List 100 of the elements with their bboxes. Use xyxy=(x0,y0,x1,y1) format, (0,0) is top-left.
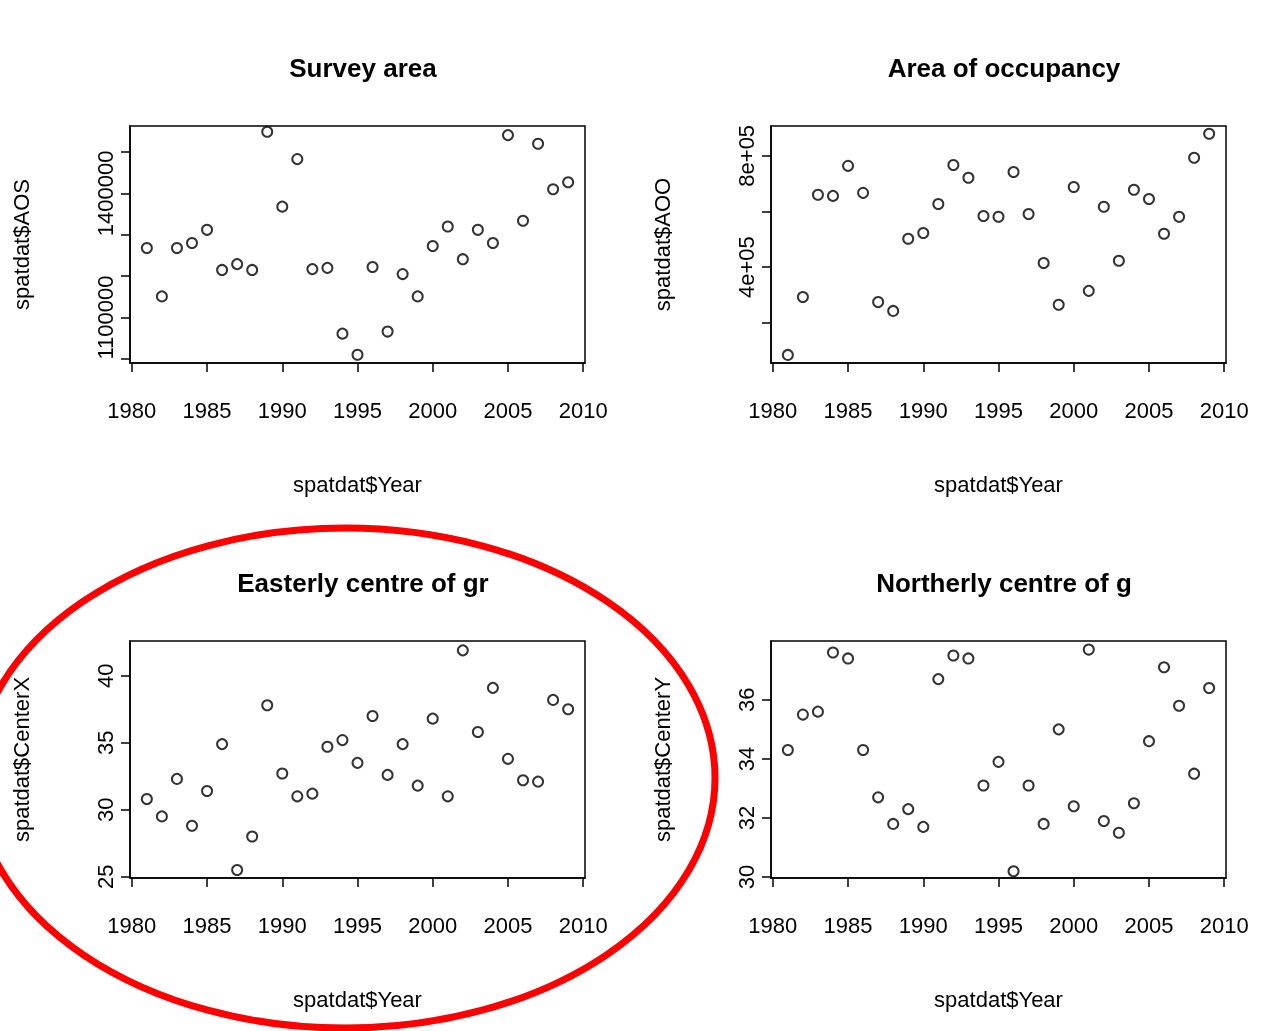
point xyxy=(1022,779,1035,792)
point xyxy=(857,186,870,199)
point xyxy=(902,803,915,816)
x-tick-label: 2000 xyxy=(1049,912,1099,938)
point xyxy=(351,756,364,769)
point xyxy=(887,817,900,830)
point xyxy=(336,734,349,747)
point xyxy=(396,268,409,281)
point xyxy=(1082,284,1095,297)
point xyxy=(992,210,1005,223)
x-tick-label: 1995 xyxy=(974,912,1023,938)
point xyxy=(351,348,364,361)
point xyxy=(1082,643,1095,656)
point xyxy=(902,232,915,245)
point xyxy=(1203,681,1216,694)
x-tick-label: 2010 xyxy=(1199,912,1249,938)
point xyxy=(456,644,469,657)
point xyxy=(547,183,560,196)
point xyxy=(456,253,469,266)
x-tick-label: 2005 xyxy=(1124,912,1174,938)
point xyxy=(276,200,289,213)
x-tick-label: 1985 xyxy=(182,912,232,938)
x-tick-label: 2000 xyxy=(1049,397,1099,423)
point xyxy=(426,239,439,252)
point xyxy=(201,223,214,236)
point xyxy=(932,197,945,210)
point xyxy=(186,819,198,832)
point xyxy=(231,258,244,271)
point xyxy=(1173,699,1186,712)
point xyxy=(1097,200,1110,213)
point xyxy=(532,775,545,788)
point xyxy=(186,237,198,250)
x-tick-label: 1980 xyxy=(748,912,798,938)
point xyxy=(1097,814,1110,827)
point xyxy=(872,296,885,309)
point xyxy=(501,752,514,765)
point xyxy=(1188,151,1201,164)
point xyxy=(291,790,304,803)
y-tick-label: 34 xyxy=(733,746,759,772)
x-tick-label: 2005 xyxy=(483,397,533,423)
point xyxy=(291,153,304,166)
point xyxy=(140,242,153,255)
point xyxy=(1052,723,1065,736)
x-tick-label: 1980 xyxy=(748,397,798,423)
point xyxy=(1142,192,1155,205)
point xyxy=(396,738,409,751)
point xyxy=(532,137,545,150)
y-tick-label: 8e+05 xyxy=(733,124,759,187)
point xyxy=(932,673,945,686)
x-tick-label: 1990 xyxy=(898,912,948,938)
point xyxy=(1142,735,1155,748)
x-axis-title: spatdat$Year xyxy=(934,471,1063,497)
y-tick-label: 32 xyxy=(733,805,759,831)
point xyxy=(872,791,885,804)
x-tick-label: 2000 xyxy=(408,912,458,938)
point xyxy=(366,709,379,722)
x-tick-label: 1980 xyxy=(107,912,157,938)
point xyxy=(1112,254,1125,267)
x-tick-label: 1995 xyxy=(333,397,382,423)
x-tick-label: 1990 xyxy=(898,397,948,423)
point xyxy=(471,726,484,739)
point xyxy=(441,790,454,803)
point xyxy=(411,779,424,792)
y-tick-label: 1400000 xyxy=(92,150,118,237)
point xyxy=(1127,797,1140,810)
point xyxy=(486,237,499,250)
point xyxy=(1022,208,1035,220)
point xyxy=(781,348,794,361)
y-axis-title: spatdat$AOS xyxy=(8,179,34,310)
point xyxy=(411,290,424,303)
x-axis-title: spatdat$Year xyxy=(934,986,1063,1012)
point xyxy=(1007,165,1020,178)
point xyxy=(827,646,839,659)
point xyxy=(811,705,824,718)
point xyxy=(216,263,229,276)
x-tick-label: 1985 xyxy=(823,912,873,938)
point xyxy=(501,129,514,142)
chart-title: Survey area xyxy=(289,53,438,83)
point xyxy=(887,304,900,317)
point xyxy=(962,652,975,665)
x-tick-label: 1990 xyxy=(257,912,307,938)
point xyxy=(811,188,824,201)
x-axis-title: spatdat$Year xyxy=(293,471,422,497)
point xyxy=(562,176,575,189)
point xyxy=(276,767,289,780)
point xyxy=(1052,298,1065,311)
point xyxy=(562,703,575,716)
point xyxy=(547,693,560,706)
point xyxy=(321,261,334,274)
point xyxy=(441,220,454,233)
point xyxy=(1067,800,1080,813)
y-axis-title: spatdat$AOO xyxy=(649,177,675,312)
point xyxy=(842,652,855,665)
x-tick-label: 2010 xyxy=(558,397,608,423)
x-tick-label: 1995 xyxy=(333,912,382,938)
point xyxy=(917,820,930,833)
point xyxy=(1127,183,1140,196)
point xyxy=(1158,661,1171,674)
point xyxy=(796,708,809,721)
point xyxy=(216,738,229,751)
